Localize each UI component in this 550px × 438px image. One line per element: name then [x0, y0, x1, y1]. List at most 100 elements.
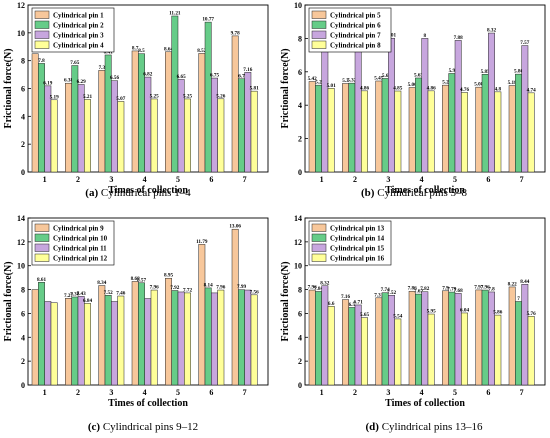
data-label: 7.52 [104, 290, 113, 296]
data-label: 7.3 [99, 65, 106, 71]
y-tick-label: 6 [21, 85, 25, 94]
y-tick-label: 2 [298, 357, 302, 366]
bar [315, 291, 322, 386]
bar [327, 306, 335, 386]
data-label: 10.77 [202, 17, 214, 23]
data-label: 7.86 [408, 286, 417, 292]
bar [408, 87, 416, 173]
bar [515, 301, 522, 386]
data-label: 13.06 [229, 224, 241, 230]
bar [321, 46, 329, 173]
bar [104, 295, 112, 386]
data-label: 9.78 [231, 30, 240, 36]
bar [131, 50, 139, 173]
bar [238, 289, 245, 386]
bar [211, 77, 218, 173]
data-label: 6.6 [328, 301, 335, 307]
data-label: 11.79 [196, 239, 208, 245]
data-label: 5.54 [393, 313, 402, 319]
x-axis-title: Times of collection [108, 398, 188, 409]
x-tick-label: 4 [143, 388, 147, 397]
bar [250, 90, 258, 173]
data-label: 4.8 [495, 86, 502, 92]
data-label: 5.95 [427, 309, 436, 315]
caption-text: Cylindrical pins 13–16 [382, 421, 483, 433]
data-label: 5.2 [315, 80, 322, 86]
bar [348, 307, 356, 386]
bar [50, 99, 58, 173]
data-label: 7.97 [474, 284, 483, 290]
legend-label: Cylindrical pin 14 [330, 234, 385, 242]
y-tick-label: 14 [17, 214, 25, 223]
bar [342, 299, 349, 386]
bar [198, 53, 206, 173]
x-tick-label: 6 [209, 388, 213, 397]
bar [244, 289, 252, 386]
bar [144, 76, 152, 173]
bar [494, 314, 502, 386]
data-label: 7.99 [237, 284, 246, 290]
x-tick-label: 5 [453, 175, 457, 184]
bar [31, 53, 39, 173]
bar [50, 302, 58, 386]
bar [308, 81, 316, 173]
bar [65, 298, 72, 386]
bar [131, 281, 139, 386]
bar [415, 77, 422, 173]
bar [117, 295, 125, 386]
y-tick-label: 12 [17, 238, 25, 247]
y-tick-label: 12 [294, 238, 302, 247]
y-tick-label: 2 [21, 140, 25, 149]
y-tick-label: 10 [17, 29, 25, 38]
y-tick-label: 4 [21, 333, 25, 342]
x-tick-label: 3 [109, 175, 113, 184]
x-tick-label: 4 [143, 175, 147, 184]
data-label: 7.62 [414, 289, 423, 295]
bar [177, 291, 185, 386]
panel-caption: (d) Cylindrical pins 13–16 [365, 421, 483, 433]
data-label: 6.7 [238, 73, 245, 79]
legend-label: Cylindrical pin 2 [53, 21, 104, 29]
bar [342, 83, 349, 173]
bar [71, 296, 79, 386]
bar [481, 289, 489, 386]
bar [521, 45, 529, 173]
data-label: 5.86 [514, 69, 523, 75]
data-label: 4.86 [427, 85, 436, 91]
data-label: 7.96 [150, 285, 159, 291]
legend-swatch [34, 20, 50, 29]
bar [461, 92, 468, 173]
x-tick-label: 1 [43, 175, 47, 184]
caption-letter: (c) [88, 421, 103, 433]
x-axis-title: Times of collection [385, 398, 465, 409]
bar [217, 289, 225, 386]
data-label: 6.84 [83, 298, 92, 304]
bar [184, 98, 191, 173]
x-tick-label: 6 [486, 388, 490, 397]
legend-swatch [311, 223, 327, 232]
data-label: 5.65 [360, 312, 369, 318]
legend-swatch [34, 233, 50, 242]
data-label: 5.3 [342, 78, 349, 84]
y-tick-label: 10 [294, 262, 302, 271]
x-tick-label: 4 [420, 388, 424, 397]
data-label: 7.52 [387, 290, 396, 296]
data-label: 8.14 [204, 282, 213, 288]
data-label: 7.88 [454, 35, 463, 41]
data-label: 7 [517, 296, 520, 302]
x-tick-label: 1 [320, 175, 324, 184]
caption-letter: (d) [365, 421, 381, 433]
data-label: 7.31 [374, 292, 383, 298]
legend-swatch [34, 243, 50, 252]
legend-label: Cylindrical pin 5 [330, 11, 381, 19]
bar [211, 292, 218, 386]
legend-label: Cylindrical pin 13 [330, 224, 385, 232]
data-label: 4.85 [393, 86, 402, 92]
data-label: 5.21 [83, 94, 92, 100]
y-tick-label: 8 [298, 34, 302, 43]
data-label: 7.68 [454, 288, 463, 294]
data-label: 8 [424, 33, 427, 39]
data-label: 6.56 [110, 75, 119, 81]
